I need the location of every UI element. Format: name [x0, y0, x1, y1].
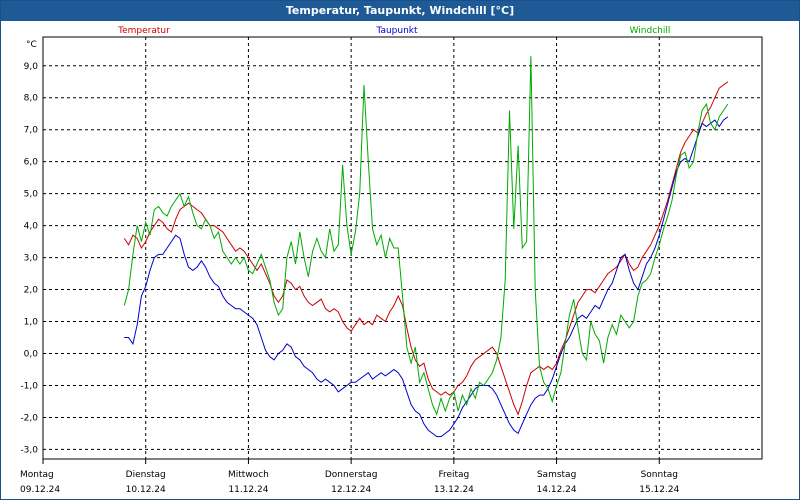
y-tick-label: 6,0: [24, 158, 39, 168]
y-tick-label: -1,0: [20, 381, 38, 391]
y-tick-label: 0,0: [24, 350, 39, 360]
y-tick-label: 1,0: [24, 318, 39, 328]
x-axis-ticks: Montag 09.12.24 Dienstag 10.12.24 Mittwoch 11…: [20, 459, 680, 495]
y-tick-label: 2,0: [24, 286, 39, 296]
grid-lines: [43, 37, 762, 459]
y-tick-label: 5,0: [24, 190, 39, 200]
legend-taupunkt: Taupunkt: [375, 26, 418, 36]
x-tick-date: 13.12.24: [434, 485, 474, 495]
x-tick-date: 15.12.24: [639, 485, 679, 495]
legend-temperatur: Temperatur: [117, 26, 170, 36]
y-axis-unit: °C: [26, 40, 37, 50]
series-line-temperatur: [123, 81, 729, 416]
legend: Temperatur Taupunkt Windchill: [117, 26, 670, 36]
y-tick-label: -2,0: [20, 413, 38, 423]
plot-area: [42, 36, 763, 460]
x-tick-day: Mittwoch: [228, 470, 269, 480]
y-tick-label: 4,0: [24, 222, 39, 232]
x-tick-day: Dienstag: [126, 470, 166, 480]
x-tick-day: Sonntag: [641, 470, 678, 480]
x-tick-date: 10.12.24: [126, 485, 166, 495]
legend-windchill: Windchill: [630, 26, 671, 36]
series-line-windchill: [123, 56, 729, 416]
x-tick-date: 09.12.24: [20, 485, 60, 495]
y-tick-label: 9,0: [24, 62, 39, 72]
x-tick-day: Donnerstag: [325, 470, 378, 480]
x-tick-date: 12.12.24: [331, 485, 371, 495]
y-axis-ticks: -3,0 -2,0 -1,0 0,0 1,0 2,0 3,0 4,0 5,0 6,0 7,0 8,0 9…: [20, 62, 38, 456]
x-tick-date: 11.12.24: [228, 485, 268, 495]
series-lines: [123, 56, 729, 438]
series-line-taupunkt: [124, 116, 729, 438]
y-tick-label: 3,0: [24, 254, 39, 264]
x-tick-day: Montag: [20, 470, 54, 480]
x-tick-date: 14.12.24: [537, 485, 577, 495]
y-tick-label: -3,0: [20, 445, 38, 455]
chart-title: Temperatur, Taupunkt, Windchill [°C]: [1, 1, 799, 21]
y-tick-label: 7,0: [24, 126, 39, 136]
x-tick-day: Samstag: [537, 470, 576, 480]
y-tick-label: 8,0: [24, 94, 39, 104]
x-tick-day: Freitag: [438, 470, 469, 480]
